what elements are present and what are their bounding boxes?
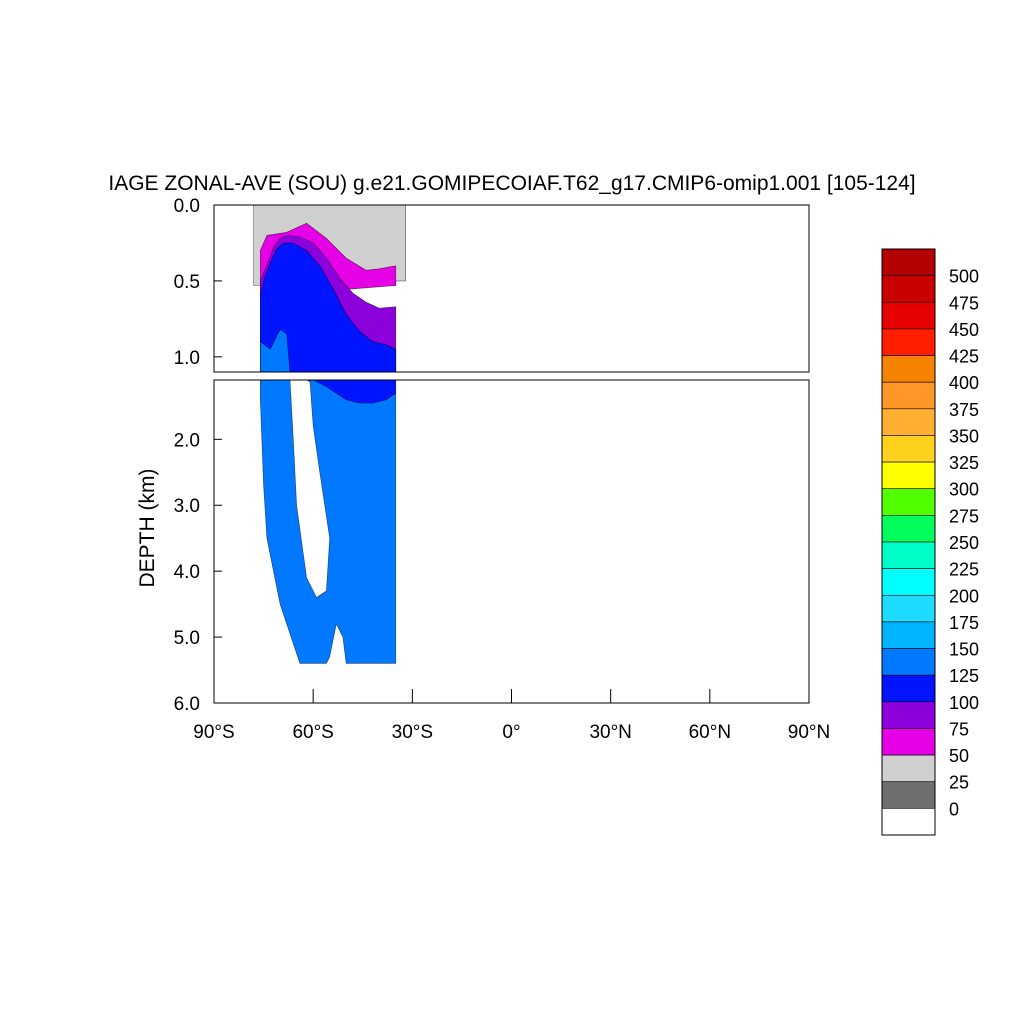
colorbar-label: 200	[949, 586, 979, 606]
x-tick-label: 30°S	[392, 722, 433, 743]
x-tick-label: 0°	[502, 722, 520, 743]
colorbar-box	[881, 728, 936, 756]
colorbar-box	[881, 355, 936, 383]
x-tick-label: 90°S	[193, 722, 234, 743]
x-tick-label: 30°N	[589, 722, 631, 743]
colorbar-label: 350	[949, 427, 979, 447]
colorbar-box	[881, 515, 936, 543]
colorbar-legend: 0 25 50 75 100 125 150 175 200 225 250 275 300 325 350…	[881, 248, 979, 836]
x-tick-label: 60°S	[292, 722, 333, 743]
colorbar-label: 100	[949, 693, 979, 713]
colorbar-box	[881, 754, 936, 783]
x-axis: 90°S 60°S 30°S 0° 30°N 60°N 90°N	[193, 689, 830, 743]
colorbar-label: 275	[949, 506, 979, 526]
x-tick-label: 90°N	[788, 722, 830, 743]
colorbar-box	[881, 594, 936, 623]
colorbar-box	[881, 621, 936, 649]
colorbar-box	[881, 435, 936, 463]
chart-title: IAGE ZONAL-AVE (SOU) g.e21.GOMIPECOIAF.T…	[108, 172, 915, 195]
colorbar-label: 375	[949, 400, 979, 420]
contour-region-100-upper	[259, 242, 397, 373]
colorbar-label: 475	[949, 293, 979, 313]
colorbar-frame	[881, 248, 936, 836]
colorbar-box	[881, 568, 936, 596]
colorbar-box	[881, 488, 936, 516]
colorbar-label: 25	[949, 773, 969, 793]
colorbar-label: 500	[949, 267, 979, 287]
colorbar-box	[881, 701, 936, 729]
y-tick-label: 0.5	[174, 272, 200, 293]
colorbar-box	[881, 248, 936, 276]
upper-panel: 0.0 0.5 1.0	[174, 196, 810, 373]
lower-panel: 2.0 3.0 4.0 5.0 6.0	[174, 379, 810, 715]
y-tick-label: 2.0	[174, 430, 200, 451]
colorbar-label: 300	[949, 480, 979, 500]
colorbar-box	[881, 541, 936, 569]
y-tick-label: 3.0	[174, 496, 200, 517]
colorbar-label: 225	[949, 560, 979, 580]
colorbar-label: 125	[949, 666, 979, 686]
colorbar-label: 50	[949, 746, 969, 766]
y-tick-label: 0.0	[174, 196, 200, 217]
colorbar-label: 325	[949, 453, 979, 473]
colorbar-box	[881, 808, 936, 836]
upper-panel-frame	[213, 204, 810, 373]
colorbar-label: 175	[949, 613, 979, 633]
colorbar-box	[881, 674, 936, 703]
colorbar-label: 425	[949, 347, 979, 367]
colorbar-box	[881, 408, 936, 436]
colorbar-box	[881, 275, 936, 303]
colorbar-box	[881, 648, 936, 676]
y-tick-label: 6.0	[174, 694, 200, 715]
colorbar-label: 250	[949, 533, 979, 553]
y-tick-label: 5.0	[174, 628, 200, 649]
contour-region-125-lower	[259, 379, 397, 664]
colorbar-box	[881, 781, 936, 809]
y-tick-label: 1.0	[174, 348, 200, 369]
colorbar-label: 450	[949, 320, 979, 340]
y-axis-label: DEPTH (km)	[136, 469, 159, 588]
colorbar-box	[881, 328, 936, 356]
colorbar-label: 150	[949, 640, 979, 660]
colorbar-label: 0	[949, 799, 959, 819]
colorbar-box	[881, 461, 936, 490]
colorbar-box	[881, 301, 936, 330]
x-tick-label: 60°N	[689, 722, 731, 743]
y-tick-label: 4.0	[174, 562, 200, 583]
colorbar-label: 75	[949, 720, 969, 740]
colorbar-label: 400	[949, 373, 979, 393]
colorbar-box	[881, 381, 936, 410]
